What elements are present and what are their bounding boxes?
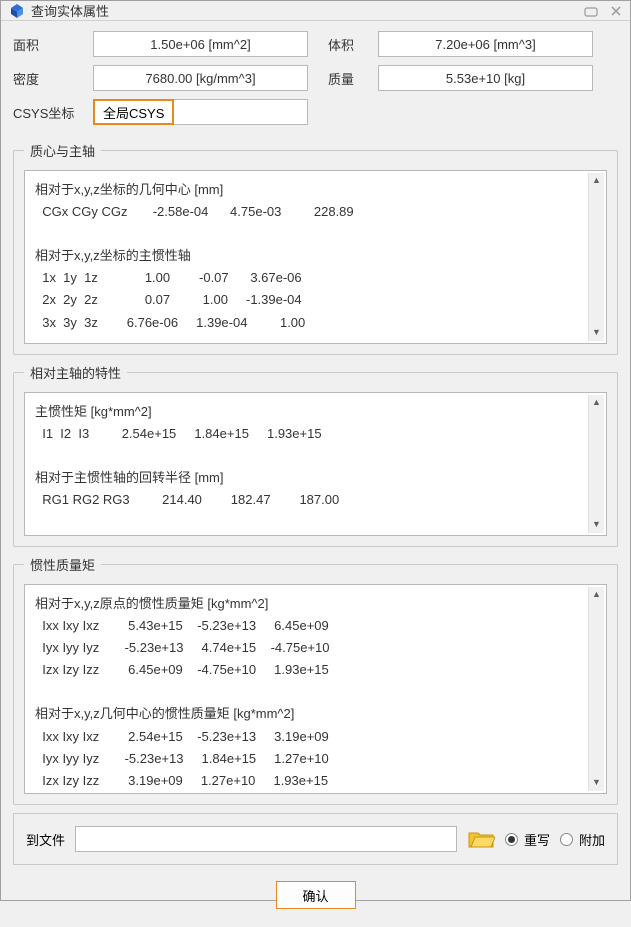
csys-label: CSYS坐标 xyxy=(13,103,83,122)
group-centroid-axes: 质心与主轴 相对于x,y,z坐标的几何中心 [mm] CGx CGy CGz -… xyxy=(13,141,618,355)
scrollbar[interactable]: ▲▼ xyxy=(588,173,604,341)
area-input[interactable] xyxy=(93,31,308,57)
density-label: 密度 xyxy=(13,69,83,88)
window-title: 查询实体属性 xyxy=(31,1,584,20)
scroll-up-icon[interactable]: ▲ xyxy=(589,173,605,189)
app-icon xyxy=(9,3,25,19)
file-row: 到文件 重写 附加 xyxy=(13,813,618,865)
csys-value: 全局CSYS xyxy=(93,99,174,125)
group-inertia-moment: 惯性质量矩 相对于x,y,z原点的惯性质量矩 [kg*mm^2] Ixx Ixy… xyxy=(13,555,618,805)
file-label: 到文件 xyxy=(26,830,65,849)
volume-input[interactable] xyxy=(378,31,593,57)
group1-textbox[interactable]: 相对于x,y,z坐标的几何中心 [mm] CGx CGy CGz -2.58e-… xyxy=(24,170,607,344)
close-icon[interactable] xyxy=(610,5,622,17)
mass-label: 质量 xyxy=(328,69,368,88)
titlebar: 查询实体属性 xyxy=(1,1,630,21)
group1-legend: 质心与主轴 xyxy=(24,141,101,160)
minimize-icon[interactable] xyxy=(584,5,598,17)
group-principal-axes: 相对主轴的特性 主惯性矩 [kg*mm^2] I1 I2 I3 2.54e+15… xyxy=(13,363,618,547)
scroll-down-icon[interactable]: ▼ xyxy=(589,775,605,791)
group2-legend: 相对主轴的特性 xyxy=(24,363,127,382)
csys-input[interactable]: 全局CSYS xyxy=(93,99,308,125)
group3-text: 相对于x,y,z原点的惯性质量矩 [kg*mm^2] Ixx Ixy Ixz 5… xyxy=(35,596,329,788)
radio-icon xyxy=(560,833,573,846)
radio-icon xyxy=(505,833,518,846)
file-path-input[interactable] xyxy=(75,826,457,852)
mass-input[interactable] xyxy=(378,65,593,91)
scrollbar[interactable]: ▲▼ xyxy=(588,587,604,791)
dialog-window: 查询实体属性 面积 体积 密度 质量 CSYS坐标 全局CSYS xyxy=(0,0,631,901)
group3-legend: 惯性质量矩 xyxy=(24,555,101,574)
content-area: 面积 体积 密度 质量 CSYS坐标 全局CSYS 质心与主轴 相对于x,y,z… xyxy=(1,21,630,927)
density-input[interactable] xyxy=(93,65,308,91)
area-label: 面积 xyxy=(13,35,83,54)
confirm-button[interactable]: 确认 xyxy=(276,881,356,909)
radio-append[interactable]: 附加 xyxy=(560,830,605,849)
group3-textbox[interactable]: 相对于x,y,z原点的惯性质量矩 [kg*mm^2] Ixx Ixy Ixz 5… xyxy=(24,584,607,794)
folder-icon[interactable] xyxy=(467,827,495,851)
radio-rewrite[interactable]: 重写 xyxy=(505,830,550,849)
volume-label: 体积 xyxy=(328,35,368,54)
group1-text: 相对于x,y,z坐标的几何中心 [mm] CGx CGy CGz -2.58e-… xyxy=(35,182,354,330)
scroll-up-icon[interactable]: ▲ xyxy=(589,395,605,411)
scroll-up-icon[interactable]: ▲ xyxy=(589,587,605,603)
group2-text: 主惯性矩 [kg*mm^2] I1 I2 I3 2.54e+15 1.84e+1… xyxy=(35,404,339,507)
group2-textbox[interactable]: 主惯性矩 [kg*mm^2] I1 I2 I3 2.54e+15 1.84e+1… xyxy=(24,392,607,536)
scroll-down-icon[interactable]: ▼ xyxy=(589,517,605,533)
rewrite-label: 重写 xyxy=(524,830,550,849)
scrollbar[interactable]: ▲▼ xyxy=(588,395,604,533)
append-label: 附加 xyxy=(579,830,605,849)
scroll-down-icon[interactable]: ▼ xyxy=(589,325,605,341)
